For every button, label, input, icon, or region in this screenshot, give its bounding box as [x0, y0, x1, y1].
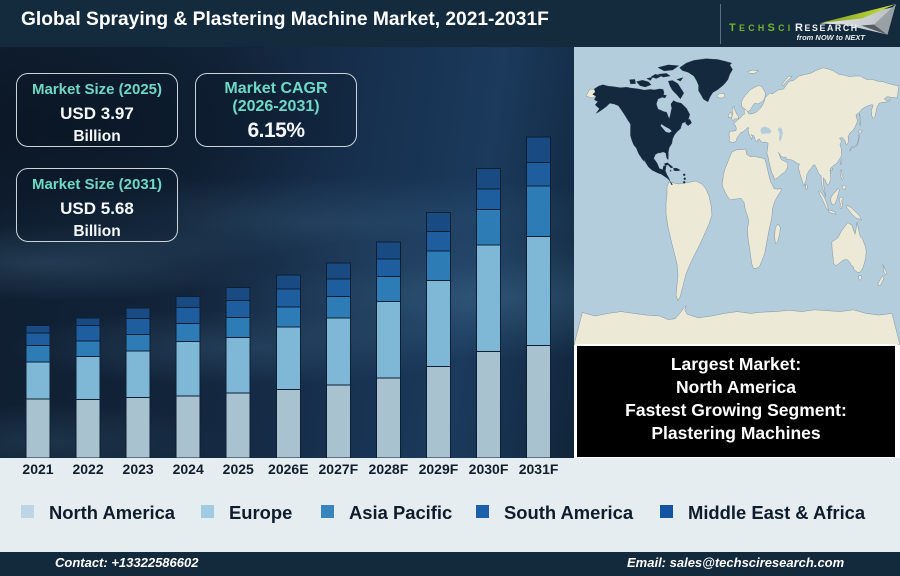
svg-text:RESEARCH: RESEARCH	[795, 22, 859, 34]
svg-text:from NOW to NEXT: from NOW to NEXT	[797, 33, 867, 42]
svg-text:TECHSCI: TECHSCI	[729, 22, 794, 34]
